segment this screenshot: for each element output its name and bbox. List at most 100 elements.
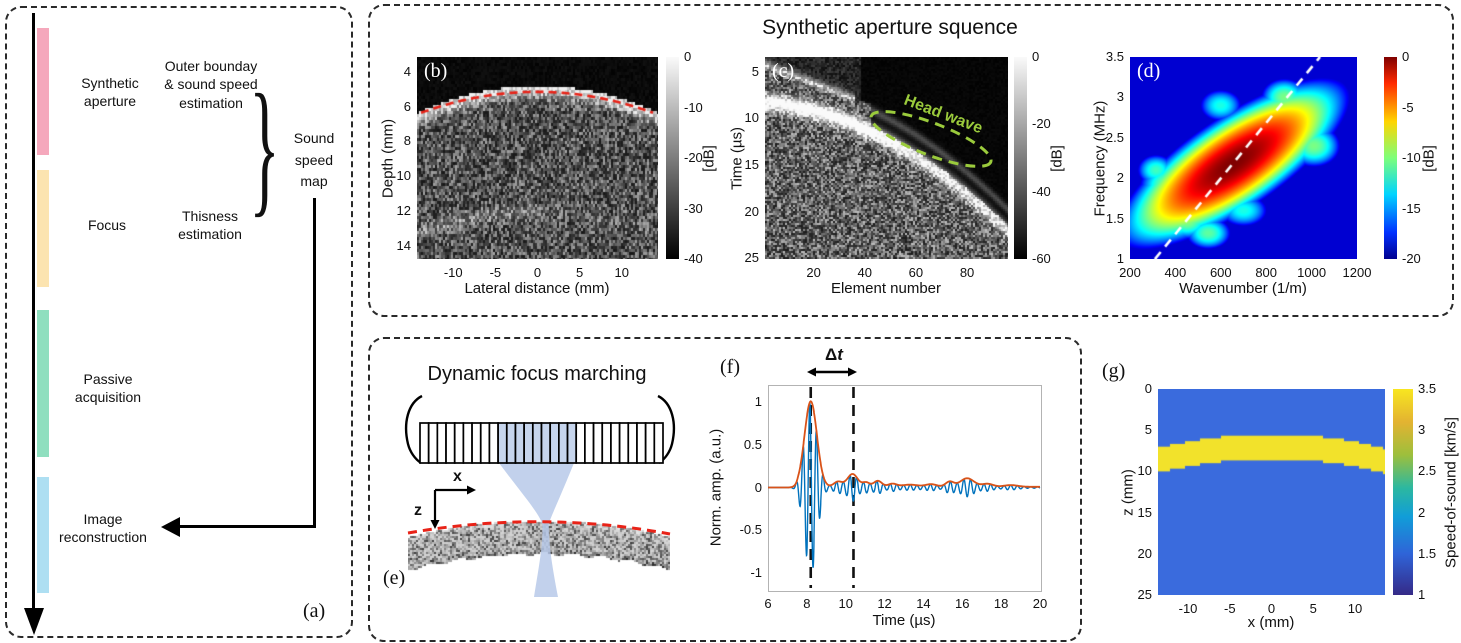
d-x-tick-label: 800 — [1255, 265, 1278, 280]
g-x-tick-label: 0 — [1267, 601, 1276, 616]
b-colorbar-tick-label: 0 — [684, 49, 692, 64]
b-colorbar-tick-label: -20 — [684, 150, 703, 165]
flowchart-box — [5, 6, 353, 638]
c-y-tick-label: 10 — [744, 110, 759, 126]
z-axis-letter: z — [414, 502, 422, 519]
envelope-trace — [768, 400, 1040, 489]
g-colorbar-label: Speed-of-sound [km/s] — [1442, 417, 1460, 568]
top-box-title: Synthetic aperture squence — [762, 16, 1018, 39]
g-y-tick-label: 5 — [1144, 422, 1152, 438]
b-y-tick-label: 12 — [396, 203, 411, 219]
b-x-tick-label: -5 — [489, 265, 502, 280]
f-ylabel: Norm. amp. (a.u.) — [707, 428, 725, 547]
g-x-tick-label: 5 — [1309, 601, 1317, 616]
g-y-tick-label: 15 — [1137, 504, 1152, 520]
d-x-tick-label: 400 — [1164, 265, 1187, 280]
c-y-tick-label: 20 — [744, 203, 759, 219]
g-colorbar — [1393, 389, 1413, 595]
d-y-tick-label: 3 — [1116, 89, 1124, 105]
f-x-tick-label: 14 — [916, 596, 931, 611]
d-colorbar-tick-label: -20 — [1402, 251, 1421, 266]
d-colorbar — [1384, 57, 1397, 259]
b-colorbar-tick-label: -30 — [684, 200, 703, 216]
f-x-tick-label: 10 — [838, 596, 853, 611]
c-colorbar-tick-label: 0 — [1032, 49, 1040, 64]
g-xlabel: x (mm) — [1247, 614, 1295, 631]
f-plot-frame — [768, 385, 1042, 592]
d-colorbar-tick-label: 0 — [1402, 49, 1410, 64]
connector-arrowhead — [161, 517, 180, 537]
panel-label-f: (f) — [720, 356, 740, 378]
d-y-tick-label: 1 — [1116, 251, 1124, 266]
g-y-tick-label: 10 — [1137, 463, 1152, 479]
transducer-array — [419, 422, 664, 464]
sound-speed-map-label: Sound speed map — [293, 130, 335, 190]
d-xlabel: Wavenumber (1/m) — [1179, 280, 1307, 297]
fk-spectrum-image — [1130, 57, 1357, 259]
c-colorbar-tick-label: -20 — [1032, 116, 1051, 132]
f-x-tick-label: 18 — [993, 596, 1009, 611]
f-x-tick-label: 6 — [764, 596, 772, 611]
g-colorbar-tick-label: 1 — [1418, 587, 1426, 602]
step-label-passive-acquisition: Passive acquisition — [74, 371, 142, 406]
g-x-tick-label: -10 — [1178, 601, 1198, 616]
focused-beam — [499, 463, 574, 597]
waveform-plot — [768, 387, 1041, 588]
c-colorbar-label: [dB] — [1048, 145, 1066, 172]
panel-label-b: (b) — [424, 60, 448, 82]
c-colorbar-tick-label: -40 — [1032, 183, 1051, 199]
d-y-tick-label: 3.5 — [1105, 49, 1124, 64]
g-x-tick-label: -5 — [1223, 601, 1236, 616]
f-y-tick-label: -1 — [750, 564, 762, 580]
step-color-block — [37, 28, 49, 155]
c-colorbar-tick-label: -60 — [1032, 251, 1051, 266]
d-y-tick-label: 1.5 — [1105, 210, 1124, 226]
f-y-tick-label: 0.5 — [743, 436, 762, 452]
c-x-tick-label: 80 — [959, 265, 975, 280]
c-colorbar — [1014, 57, 1027, 259]
b-y-tick-label: 8 — [403, 133, 411, 149]
t-symbol: t — [837, 345, 843, 364]
d-x-tick-label: 200 — [1119, 265, 1141, 280]
f-x-tick-label: 20 — [1032, 596, 1048, 611]
wavefront-image — [765, 57, 1008, 259]
g-colorbar-tick-label: 3 — [1418, 422, 1426, 438]
head-wave-ellipse — [869, 110, 993, 168]
f-x-tick-label: 8 — [803, 596, 811, 611]
g-colorbar-tick-label: 2 — [1418, 504, 1426, 520]
f-x-tick-label: 12 — [877, 596, 892, 611]
b-x-tick-label: 10 — [614, 265, 629, 280]
delta-t-arrow — [807, 367, 857, 377]
connector-vertical-line — [313, 198, 316, 528]
b-y-tick-label: 14 — [396, 237, 411, 253]
panel-label-a: (a) — [303, 600, 326, 622]
step-label-image-reconstruction: Image reconstruction — [59, 511, 147, 546]
panel-label-c: (c) — [772, 60, 795, 82]
g-y-tick-label: 0 — [1144, 381, 1152, 396]
f-y-tick-label: -0.5 — [739, 522, 762, 538]
thickness-annotation: Thisness estimation — [178, 208, 242, 243]
coordinate-axes — [430, 485, 476, 529]
f-y-tick-label: 1 — [754, 394, 762, 410]
panel-label-g: (g) — [1102, 360, 1126, 382]
f-x-tick-label: 16 — [955, 596, 970, 611]
synthetic-aperture-box — [368, 4, 1454, 317]
step-label-synthetic-aperture: Synthetic aperture — [81, 75, 139, 110]
g-colorbar-tick-label: 1.5 — [1418, 545, 1437, 561]
step-color-block — [37, 170, 49, 287]
b-colorbar-tick-label: -40 — [684, 251, 703, 266]
c-x-tick-label: 20 — [806, 265, 821, 280]
f-y-tick-label: 0 — [754, 479, 762, 495]
probe-beam-drawing — [404, 394, 676, 597]
d-x-tick-label: 1200 — [1342, 265, 1372, 280]
delta-symbol: Δ — [825, 345, 838, 364]
d-x-tick-label: 600 — [1209, 265, 1232, 280]
probe-housing-left — [404, 394, 423, 464]
g-colorbar-tick-label: 3.5 — [1418, 381, 1437, 396]
panel-label-e: (e) — [383, 567, 406, 589]
c-xlabel: Element number — [830, 280, 942, 297]
delta-t-annotation: Δt — [813, 345, 855, 365]
sos-map-image — [1158, 389, 1385, 595]
c-y-tick-label: 25 — [744, 250, 759, 266]
